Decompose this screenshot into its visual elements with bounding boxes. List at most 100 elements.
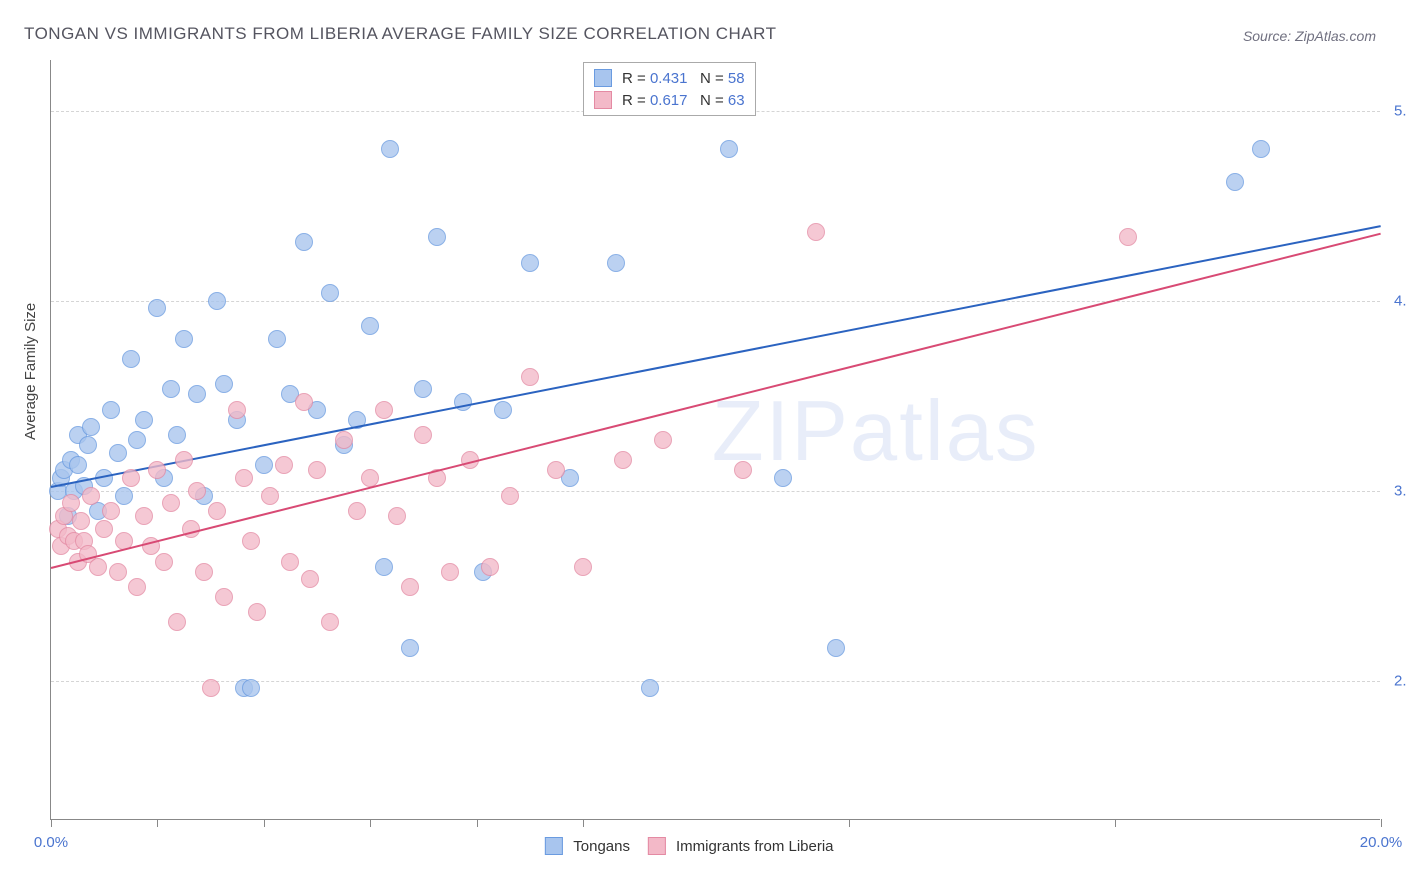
scatter-point-liberia [168,613,186,631]
scatter-point-liberia [215,588,233,606]
scatter-point-liberia [188,482,206,500]
scatter-point-liberia [547,461,565,479]
scatter-point-liberia [62,494,80,512]
scatter-point-liberia [261,487,279,505]
scatter-point-liberia [109,563,127,581]
scatter-point-tongans [1252,140,1270,158]
scatter-point-liberia [135,507,153,525]
y-tick-label: 4.25 [1382,292,1406,309]
scatter-point-liberia [89,558,107,576]
x-tick [583,819,584,827]
legend-item-tongans: Tongans [545,837,630,855]
x-tick [51,819,52,827]
scatter-point-liberia [1119,228,1137,246]
scatter-point-liberia [82,487,100,505]
scatter-point-liberia [228,401,246,419]
scatter-point-tongans [115,487,133,505]
scatter-point-tongans [148,299,166,317]
legend-stats-liberia: R = 0.617 N = 63 [622,92,745,109]
scatter-point-tongans [122,350,140,368]
scatter-point-liberia [208,502,226,520]
scatter-point-tongans [135,411,153,429]
scatter-point-liberia [308,461,326,479]
legend-row-liberia: R = 0.617 N = 63 [594,89,745,111]
scatter-point-tongans [175,330,193,348]
scatter-point-tongans [494,401,512,419]
scatter-point-liberia [148,461,166,479]
scatter-point-liberia [162,494,180,512]
scatter-point-tongans [128,431,146,449]
scatter-point-liberia [335,431,353,449]
x-min-label: 0.0% [34,834,68,851]
scatter-point-tongans [428,228,446,246]
legend-label-liberia: Immigrants from Liberia [676,838,834,855]
scatter-point-liberia [275,456,293,474]
scatter-point-liberia [195,563,213,581]
scatter-point-liberia [414,426,432,444]
scatter-point-tongans [79,436,97,454]
legend-item-liberia: Immigrants from Liberia [648,837,834,855]
scatter-point-liberia [295,393,313,411]
scatter-point-tongans [215,375,233,393]
legend-swatch-liberia [648,837,666,855]
y-axis-label: Average Family Size [22,303,39,440]
legend-swatch-tongans [545,837,563,855]
scatter-point-tongans [69,456,87,474]
scatter-point-tongans [82,418,100,436]
scatter-point-tongans [641,679,659,697]
x-tick [1381,819,1382,827]
legend-swatch-tongans [594,69,612,87]
scatter-point-tongans [162,380,180,398]
scatter-point-liberia [654,431,672,449]
scatter-point-tongans [607,254,625,272]
x-tick [264,819,265,827]
scatter-point-liberia [348,502,366,520]
source-attribution: Source: ZipAtlas.com [1243,28,1376,44]
scatter-point-liberia [521,368,539,386]
scatter-point-tongans [255,456,273,474]
scatter-point-tongans [381,140,399,158]
scatter-point-liberia [388,507,406,525]
scatter-point-tongans [242,679,260,697]
scatter-point-liberia [375,401,393,419]
scatter-point-liberia [102,502,120,520]
scatter-plot-area: ZIPatlas 2.753.504.255.000.0%20.0%R = 0.… [50,60,1380,820]
scatter-point-tongans [827,639,845,657]
x-tick [370,819,371,827]
scatter-point-liberia [175,451,193,469]
scatter-point-tongans [208,292,226,310]
x-tick [477,819,478,827]
trend-line-tongans [51,225,1381,488]
scatter-point-liberia [321,613,339,631]
x-max-label: 20.0% [1360,834,1403,851]
trend-line-liberia [51,232,1381,568]
series-legend: Tongans Immigrants from Liberia [545,837,833,855]
legend-swatch-liberia [594,91,612,109]
y-tick-label: 5.00 [1382,102,1406,119]
scatter-point-liberia [807,223,825,241]
y-tick-label: 3.50 [1382,482,1406,499]
scatter-point-liberia [301,570,319,588]
scatter-point-tongans [188,385,206,403]
x-tick [1115,819,1116,827]
scatter-point-tongans [102,401,120,419]
scatter-point-tongans [521,254,539,272]
scatter-point-liberia [122,469,140,487]
y-tick-label: 2.75 [1382,672,1406,689]
scatter-point-tongans [774,469,792,487]
scatter-point-tongans [414,380,432,398]
correlation-legend: R = 0.431 N = 58 R = 0.617 N = 63 [583,62,756,116]
scatter-point-liberia [95,520,113,538]
scatter-point-tongans [720,140,738,158]
scatter-point-tongans [321,284,339,302]
scatter-point-tongans [168,426,186,444]
scatter-point-tongans [109,444,127,462]
scatter-point-tongans [401,639,419,657]
scatter-point-tongans [1226,173,1244,191]
scatter-point-tongans [375,558,393,576]
legend-row-tongans: R = 0.431 N = 58 [594,67,745,89]
scatter-point-liberia [574,558,592,576]
scatter-point-liberia [235,469,253,487]
scatter-point-liberia [441,563,459,581]
scatter-point-liberia [128,578,146,596]
